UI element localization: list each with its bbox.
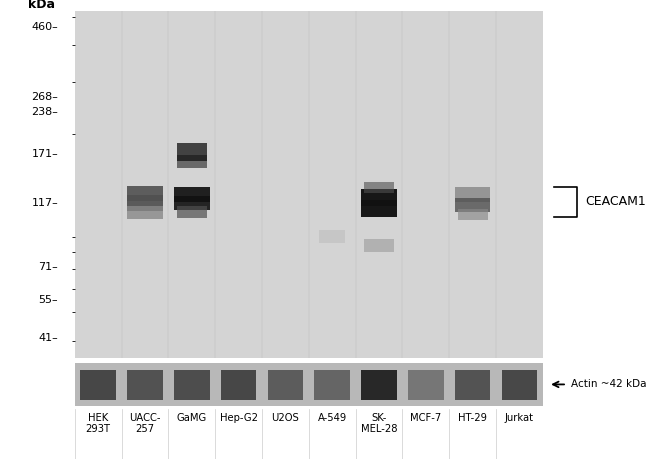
- Text: 268–: 268–: [31, 92, 58, 101]
- Bar: [81, 370, 116, 400]
- Bar: [364, 239, 394, 252]
- Bar: [221, 370, 256, 400]
- Bar: [174, 370, 209, 400]
- Bar: [127, 206, 162, 218]
- Bar: [502, 370, 537, 400]
- Bar: [455, 187, 490, 202]
- Bar: [455, 198, 490, 213]
- Text: kDa: kDa: [27, 0, 55, 11]
- Text: UACC-
257: UACC- 257: [129, 413, 161, 434]
- Text: Hep-G2: Hep-G2: [220, 413, 257, 423]
- Text: HEK
293T: HEK 293T: [86, 413, 110, 434]
- Text: 41–: 41–: [38, 333, 58, 343]
- Bar: [174, 196, 209, 210]
- Bar: [127, 186, 162, 201]
- Text: 238–: 238–: [31, 107, 58, 117]
- Text: 171–: 171–: [32, 149, 58, 159]
- Text: CEACAM1: CEACAM1: [586, 195, 646, 208]
- Bar: [455, 370, 490, 400]
- Text: 117–: 117–: [32, 198, 58, 208]
- Bar: [268, 370, 303, 400]
- Text: MCF-7: MCF-7: [410, 413, 441, 423]
- Bar: [315, 370, 350, 400]
- Text: Jurkat: Jurkat: [505, 413, 534, 423]
- Bar: [177, 155, 207, 168]
- Text: 71–: 71–: [38, 262, 58, 272]
- Text: SK-
MEL-28: SK- MEL-28: [361, 413, 397, 434]
- Text: U2OS: U2OS: [272, 413, 299, 423]
- Bar: [127, 196, 162, 211]
- Bar: [177, 143, 207, 161]
- Bar: [177, 206, 207, 218]
- Bar: [361, 370, 396, 400]
- Text: HT-29: HT-29: [458, 413, 487, 423]
- Bar: [319, 230, 345, 243]
- Bar: [364, 182, 394, 193]
- Text: GaMG: GaMG: [177, 413, 207, 423]
- Text: A-549: A-549: [318, 413, 347, 423]
- Bar: [127, 370, 162, 400]
- Bar: [408, 370, 443, 400]
- Bar: [174, 187, 209, 202]
- Bar: [361, 190, 396, 206]
- Bar: [361, 201, 396, 217]
- Text: 460–: 460–: [32, 22, 58, 32]
- Text: 55–: 55–: [39, 295, 58, 305]
- Text: Actin ~42 kDa: Actin ~42 kDa: [571, 380, 647, 389]
- Bar: [458, 208, 488, 220]
